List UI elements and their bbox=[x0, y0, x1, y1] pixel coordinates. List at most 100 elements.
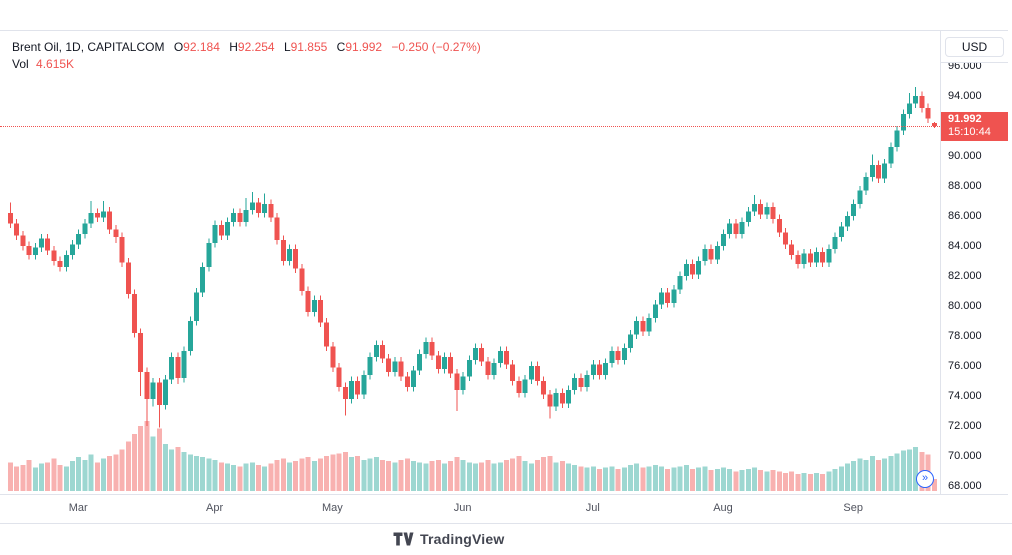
candle-body bbox=[243, 210, 249, 222]
candle-body bbox=[863, 177, 869, 191]
tradingview-brand-link[interactable]: TradingView bbox=[393, 531, 504, 547]
candle-body bbox=[807, 253, 813, 263]
volume-bar bbox=[138, 426, 144, 491]
volume-bar bbox=[646, 466, 652, 491]
candle-body bbox=[714, 246, 720, 260]
volume-bar bbox=[553, 462, 559, 491]
volume-bar bbox=[373, 457, 379, 491]
price-tick-label: 68.000 bbox=[948, 480, 982, 492]
volume-bar bbox=[745, 468, 751, 491]
change-value: −0.250 (−0.27%) bbox=[391, 40, 481, 54]
candle-body bbox=[919, 96, 925, 108]
candle-body bbox=[845, 216, 850, 227]
volume-bar bbox=[869, 455, 875, 491]
volume-bar bbox=[776, 471, 782, 491]
candle-body bbox=[404, 376, 410, 387]
price-tick-label: 72.000 bbox=[948, 420, 982, 432]
candle-body bbox=[287, 249, 292, 261]
volume-bar bbox=[435, 459, 441, 491]
candle-body bbox=[26, 246, 32, 255]
volume-bar bbox=[572, 465, 578, 491]
volume-bar bbox=[931, 479, 937, 491]
volume-bar bbox=[510, 458, 516, 491]
volume-bar bbox=[590, 466, 596, 491]
candle-body bbox=[225, 222, 230, 236]
volume-bar bbox=[460, 459, 466, 491]
candle-body bbox=[584, 375, 590, 387]
candle-body bbox=[888, 147, 894, 164]
time-tick-label: May bbox=[322, 502, 343, 514]
candle-body bbox=[752, 204, 757, 212]
volume-bar bbox=[429, 461, 435, 491]
volume-bar bbox=[262, 466, 268, 491]
candle-body bbox=[448, 357, 454, 374]
volume-bar bbox=[318, 458, 323, 491]
volume-bar bbox=[528, 463, 534, 491]
candle-body bbox=[429, 342, 435, 356]
volume-bar bbox=[714, 468, 720, 491]
volume-bar bbox=[150, 436, 156, 491]
candle-body bbox=[380, 345, 385, 359]
candle-body bbox=[733, 223, 739, 234]
volume-bar bbox=[665, 468, 671, 491]
candle-body bbox=[727, 223, 733, 234]
price-tick-label: 94.000 bbox=[948, 90, 982, 102]
candle-body bbox=[150, 382, 156, 399]
volume-bar bbox=[913, 446, 919, 491]
currency-selector-button[interactable]: USD bbox=[944, 36, 1005, 57]
candle-body bbox=[466, 360, 472, 377]
candle-body bbox=[460, 376, 466, 390]
price-tick-label: 70.000 bbox=[948, 450, 982, 462]
low-label: L bbox=[283, 40, 291, 54]
candle-body bbox=[553, 393, 559, 407]
time-tick-label: Apr bbox=[206, 502, 224, 514]
candle-body bbox=[299, 268, 305, 291]
price-tick-label: 74.000 bbox=[948, 390, 982, 402]
candlestick-series[interactable] bbox=[0, 31, 940, 494]
candle-body bbox=[14, 223, 20, 236]
volume-bar bbox=[187, 454, 193, 491]
candle-body bbox=[826, 249, 832, 263]
volume-bar bbox=[380, 459, 385, 491]
volume-bar bbox=[863, 459, 869, 491]
candle-body bbox=[801, 253, 807, 264]
candle-body bbox=[144, 372, 150, 399]
candle-body bbox=[94, 213, 100, 218]
candle-body bbox=[355, 381, 361, 395]
volume-bar bbox=[200, 457, 206, 491]
volume-bar bbox=[683, 465, 689, 491]
symbol-title[interactable]: Brent Oil, 1D, CAPITALCOM bbox=[12, 40, 165, 54]
candle-body bbox=[262, 204, 268, 213]
candle-body bbox=[572, 378, 578, 390]
price-scale[interactable]: USD 68.000 70.000 72.000 74.000 76.000 78.000… bbox=[940, 31, 1008, 494]
candle-body bbox=[913, 96, 919, 104]
volume-bar bbox=[845, 463, 850, 491]
candle-body bbox=[739, 222, 745, 234]
candle-body bbox=[187, 321, 193, 351]
candle-body bbox=[931, 123, 937, 127]
candle-body bbox=[305, 291, 311, 312]
chart-canvas[interactable]: Brent Oil, 1D, CAPITALCOM O92.184 H92.25… bbox=[0, 31, 940, 494]
low-value: 91.855 bbox=[290, 40, 328, 54]
volume-bar bbox=[423, 463, 429, 491]
candle-body bbox=[721, 234, 726, 246]
volume-bar bbox=[20, 465, 26, 491]
candle-body bbox=[671, 289, 677, 303]
candle-body bbox=[770, 207, 776, 219]
candle-body bbox=[566, 390, 571, 404]
volume-bar bbox=[268, 463, 274, 491]
time-scale[interactable]: Mar Apr May Jun Jul Aug Sep bbox=[0, 494, 1008, 524]
candle-body bbox=[789, 244, 795, 255]
volume-bar bbox=[497, 462, 503, 491]
volume-bar bbox=[70, 461, 75, 491]
volume-bar bbox=[479, 462, 485, 491]
candle-body bbox=[795, 255, 801, 264]
candle-body bbox=[113, 229, 119, 237]
price-tick-label: 96.000 bbox=[948, 60, 982, 72]
candle-body bbox=[156, 382, 162, 405]
volume-bar bbox=[218, 462, 224, 491]
candle-body bbox=[690, 264, 695, 275]
scroll-to-realtime-icon[interactable]: » bbox=[916, 470, 934, 488]
candle-body bbox=[925, 108, 931, 119]
volume-bar bbox=[181, 452, 187, 491]
